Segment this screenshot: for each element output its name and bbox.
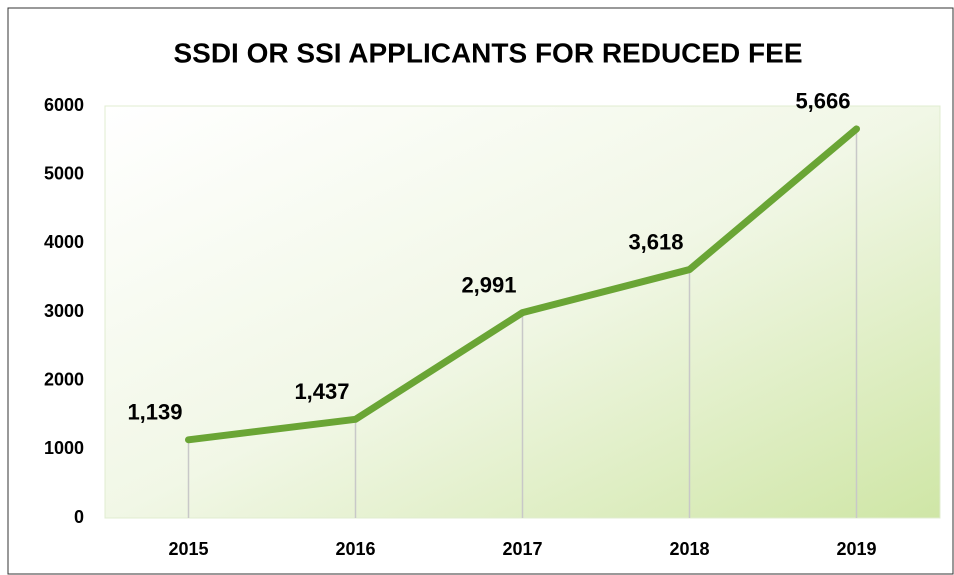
chart-title: SSDI OR SSI APPLICANTS FOR REDUCED FEE	[173, 37, 802, 68]
y-tick-label: 4000	[44, 232, 84, 252]
y-tick-label: 6000	[44, 95, 84, 115]
data-label: 5,666	[795, 89, 850, 114]
y-tick-label: 3000	[44, 301, 84, 321]
data-label: 3,618	[628, 229, 683, 254]
y-tick-label: 5000	[44, 163, 84, 183]
y-tick-label: 2000	[44, 369, 84, 389]
data-label: 1,437	[294, 379, 349, 404]
x-tick-label: 2017	[502, 539, 542, 559]
data-label: 2,991	[461, 272, 516, 297]
data-label: 1,139	[127, 400, 182, 425]
y-tick-label: 1000	[44, 438, 84, 458]
x-tick-label: 2019	[836, 539, 876, 559]
x-tick-label: 2018	[669, 539, 709, 559]
x-tick-label: 2016	[335, 539, 375, 559]
y-tick-label: 0	[74, 507, 84, 527]
line	[185, 125, 860, 444]
x-tick-label: 2015	[168, 539, 208, 559]
